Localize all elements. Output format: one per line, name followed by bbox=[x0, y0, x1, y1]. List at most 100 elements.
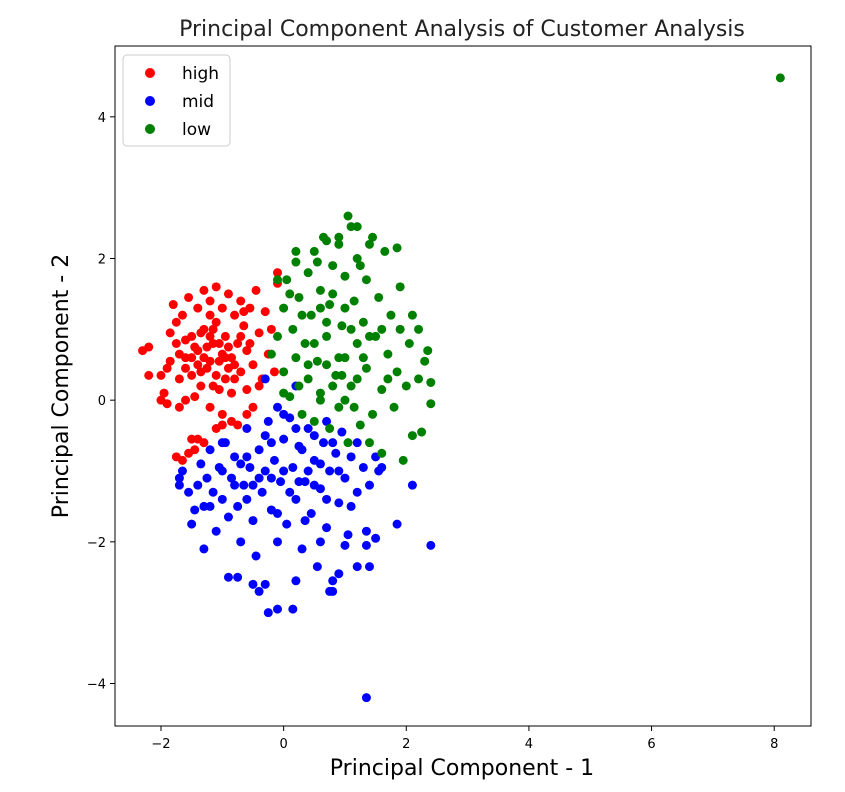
point-mid-93 bbox=[297, 445, 307, 455]
point-mid-80 bbox=[361, 693, 371, 703]
point-high-50 bbox=[248, 402, 258, 412]
point-high-88 bbox=[227, 416, 237, 426]
point-mid-12 bbox=[211, 526, 221, 536]
x-tick-label: 4 bbox=[525, 737, 533, 752]
point-low-77 bbox=[309, 339, 319, 348]
point-low-99 bbox=[312, 257, 322, 267]
point-mid-62 bbox=[364, 480, 374, 490]
x-axis-label: Principal Component - 1 bbox=[330, 756, 594, 781]
point-mid-99 bbox=[285, 487, 295, 497]
x-axis-ticks: −2 0 2 4 6 8 bbox=[151, 726, 778, 752]
point-mid-49 bbox=[318, 438, 328, 448]
point-mid-119 bbox=[300, 516, 310, 526]
point-mid-68 bbox=[248, 579, 258, 589]
point-high-49 bbox=[248, 360, 258, 370]
point-high-20 bbox=[193, 303, 203, 313]
point-low-75 bbox=[352, 374, 362, 384]
point-high-47 bbox=[242, 346, 252, 356]
point-mid-16 bbox=[223, 512, 233, 522]
point-high-74 bbox=[190, 342, 200, 352]
point-high-35 bbox=[220, 331, 230, 341]
point-mid-3 bbox=[184, 487, 194, 497]
point-low-85 bbox=[328, 289, 338, 299]
point-mid-21 bbox=[239, 480, 249, 490]
point-mid-72 bbox=[288, 604, 298, 614]
point-low-10 bbox=[297, 409, 307, 419]
data-points bbox=[138, 73, 785, 703]
point-high-42 bbox=[233, 339, 243, 348]
point-low-46 bbox=[380, 246, 390, 256]
point-mid-33 bbox=[273, 537, 283, 547]
point-low-12 bbox=[303, 268, 313, 278]
point-mid-37 bbox=[282, 519, 292, 529]
point-high-92 bbox=[239, 307, 249, 317]
point-high-71 bbox=[230, 360, 240, 370]
point-high-31 bbox=[211, 317, 221, 327]
point-high-34 bbox=[217, 303, 227, 313]
point-mid-40 bbox=[291, 494, 301, 504]
point-mid-28 bbox=[260, 579, 270, 589]
point-low-21 bbox=[322, 331, 332, 341]
point-mid-42 bbox=[297, 544, 307, 554]
point-low-69 bbox=[377, 448, 387, 458]
point-mid-19 bbox=[233, 501, 243, 511]
point-low-17 bbox=[312, 356, 322, 366]
point-high-70 bbox=[220, 353, 230, 363]
point-high-79 bbox=[245, 339, 255, 348]
point-low-90 bbox=[414, 324, 424, 334]
point-mid-20 bbox=[236, 537, 246, 547]
point-high-27 bbox=[205, 296, 215, 306]
x-tick-label: 2 bbox=[402, 737, 410, 752]
point-mid-36 bbox=[279, 434, 289, 444]
point-mid-118 bbox=[273, 509, 283, 518]
legend: high mid low bbox=[122, 54, 231, 147]
legend-marker-high bbox=[145, 68, 155, 78]
point-low-87 bbox=[315, 303, 325, 313]
point-high-37 bbox=[223, 289, 233, 299]
point-low-83 bbox=[303, 360, 313, 370]
point-high-78 bbox=[236, 331, 246, 341]
point-low-1 bbox=[273, 331, 283, 341]
point-mid-25 bbox=[251, 551, 261, 561]
point-mid-94 bbox=[309, 480, 319, 490]
point-mid-54 bbox=[334, 498, 344, 508]
point-low-3 bbox=[279, 367, 289, 377]
point-low-61 bbox=[343, 211, 353, 221]
point-high-56 bbox=[266, 324, 276, 334]
point-high-39 bbox=[227, 388, 237, 398]
point-mid-97 bbox=[230, 480, 240, 490]
point-mid-87 bbox=[315, 537, 325, 547]
point-high-93 bbox=[254, 381, 264, 391]
point-high-64 bbox=[211, 370, 221, 380]
point-mid-57 bbox=[343, 530, 353, 540]
point-low-22 bbox=[325, 424, 335, 433]
point-mid-65 bbox=[199, 544, 209, 554]
point-low-54 bbox=[407, 431, 417, 441]
point-low-18 bbox=[315, 285, 325, 295]
point-mid-67 bbox=[233, 572, 243, 582]
point-high-99 bbox=[230, 374, 240, 384]
point-low-19 bbox=[315, 388, 325, 398]
legend-marker-low bbox=[145, 124, 155, 134]
point-high-44 bbox=[236, 367, 246, 377]
point-low-44 bbox=[374, 292, 384, 302]
point-high-16 bbox=[184, 292, 194, 302]
point-high-46 bbox=[242, 385, 252, 395]
point-mid-71 bbox=[273, 604, 283, 614]
chart-title: Principal Component Analysis of Customer… bbox=[179, 17, 745, 42]
point-mid-11 bbox=[208, 487, 218, 497]
point-high-1 bbox=[144, 342, 154, 352]
point-mid-50 bbox=[322, 523, 332, 533]
point-high-19 bbox=[190, 392, 200, 402]
point-high-7 bbox=[165, 356, 175, 366]
point-mid-117 bbox=[242, 494, 252, 504]
point-high-72 bbox=[181, 335, 191, 345]
point-high-90 bbox=[171, 452, 181, 462]
point-high-57 bbox=[269, 367, 279, 377]
point-mid-10 bbox=[205, 445, 215, 455]
x-tick-label: 6 bbox=[647, 737, 655, 752]
point-mid-84 bbox=[371, 533, 381, 543]
point-low-65 bbox=[322, 236, 332, 246]
point-mid-56 bbox=[340, 473, 350, 483]
point-mid-78 bbox=[361, 540, 371, 550]
